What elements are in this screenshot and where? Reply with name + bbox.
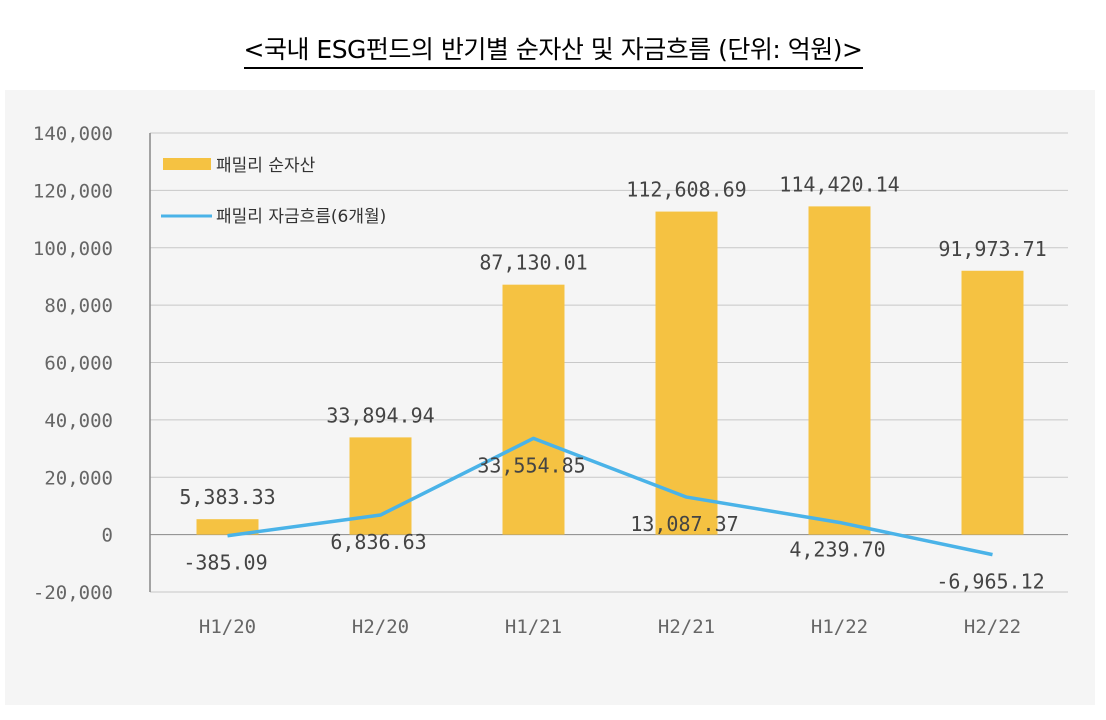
line-data-label: 6,836.63 — [330, 530, 426, 554]
y-tick-label: -20,000 — [33, 582, 113, 604]
bar-data-label: 87,130.01 — [479, 251, 587, 275]
legend-bar-swatch — [163, 158, 211, 170]
bar-data-label: 114,420.14 — [779, 172, 899, 196]
chart-title-text: <국내 ESG펀드의 반기별 순자산 및 자금흐름 (단위: 억원)> — [243, 35, 863, 69]
flow-line — [227, 436, 993, 557]
line-data-label: -385.09 — [183, 551, 267, 575]
y-tick-label: 100,000 — [33, 238, 113, 260]
bar-data-label: 33,894.94 — [326, 403, 434, 427]
y-tick-label: 60,000 — [44, 353, 113, 375]
x-tick-label: H2/21 — [658, 616, 715, 638]
bar-data-label: 112,608.69 — [626, 178, 746, 202]
legend-line-label: 패밀리 자금흐름(6개월) — [216, 207, 386, 227]
line-data-label: 33,554.85 — [477, 453, 585, 477]
y-tick-label: 140,000 — [33, 123, 113, 145]
bar — [196, 519, 259, 535]
line-data-label: 13,087.37 — [630, 512, 738, 536]
x-tick-label: H1/20 — [199, 616, 256, 638]
bar — [961, 270, 1024, 535]
y-tick-label: 0 — [102, 525, 113, 547]
y-tick-label: 20,000 — [44, 467, 113, 489]
bar — [349, 437, 412, 535]
x-tick-label: H2/22 — [964, 616, 1021, 638]
y-tick-label: 40,000 — [44, 410, 113, 432]
x-tick-label: H2/20 — [352, 616, 409, 638]
bar-data-label: 91,973.71 — [938, 237, 1046, 261]
legend-bar-label: 패밀리 순자산 — [216, 156, 316, 176]
chart-title: <국내 ESG펀드의 반기별 순자산 및 자금흐름 (단위: 억원)> — [0, 30, 1106, 69]
x-tick-label: H1/22 — [811, 616, 868, 638]
y-tick-label: 120,000 — [33, 180, 113, 202]
line-data-label: -6,965.12 — [936, 570, 1044, 594]
x-tick-label: H1/21 — [505, 616, 562, 638]
bar-data-label: 5,383.33 — [179, 485, 275, 509]
y-tick-label: 80,000 — [44, 295, 113, 317]
bar — [808, 206, 871, 535]
bar — [655, 211, 718, 535]
bar — [502, 284, 565, 535]
line-data-label: 4,239.70 — [789, 537, 885, 561]
